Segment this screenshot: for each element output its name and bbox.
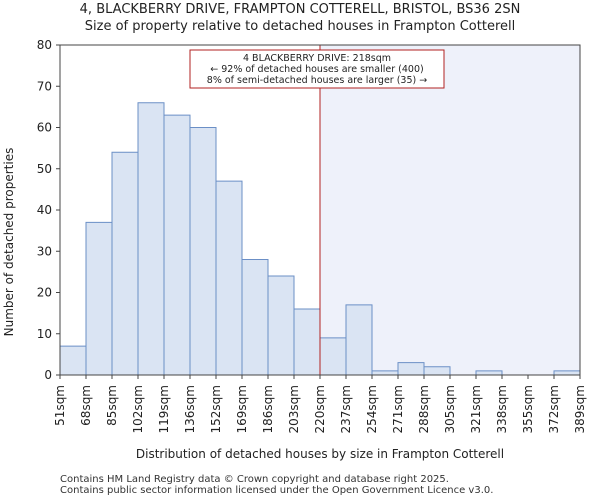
x-tick-label-169sqm: 169sqm <box>235 385 249 433</box>
bar-136sqm <box>189 127 217 376</box>
x-tick-label-68sqm: 68sqm <box>79 385 93 426</box>
x-tick-label-203sqm: 203sqm <box>287 385 301 433</box>
x-tick-label-136sqm: 136sqm <box>183 385 197 433</box>
bar-321sqm <box>475 370 503 376</box>
annotation-line-3: 8% of semi-detached houses are larger (3… <box>207 75 427 86</box>
x-axis-label: Distribution of detached houses by size … <box>136 447 504 461</box>
x-tick-label-338sqm: 338sqm <box>495 385 509 433</box>
bar-169sqm <box>241 259 269 376</box>
annotation-line-1: 4 BLACKBERRY DRIVE: 218sqm <box>243 53 391 64</box>
x-tick-label-237sqm: 237sqm <box>339 385 353 433</box>
y-tick-labels: 0 10 20 30 40 50 60 70 80 <box>37 38 60 382</box>
bars-group <box>59 102 581 376</box>
chart-title: 4, BLACKBERRY DRIVE, FRAMPTON COTTERELL,… <box>79 2 521 17</box>
y-tick-label-20: 20 <box>37 286 52 300</box>
y-tick-label-70: 70 <box>37 79 52 93</box>
x-tick-label-119sqm: 119sqm <box>157 385 171 433</box>
x-tick-label-220sqm: 220sqm <box>313 385 327 433</box>
x-tick-label-372sqm: 372sqm <box>547 385 561 433</box>
bar-271sqm <box>397 362 425 376</box>
bar-51sqm <box>59 345 87 376</box>
bar-186sqm <box>267 275 295 376</box>
x-tick-label-321sqm: 321sqm <box>469 385 483 433</box>
y-axis-label: Number of detached properties <box>2 148 16 337</box>
bar-102sqm <box>137 102 165 376</box>
x-tick-label-305sqm: 305sqm <box>443 385 457 433</box>
bar-237sqm <box>345 304 373 376</box>
x-tick-label-186sqm: 186sqm <box>261 385 275 433</box>
bar-152sqm <box>215 180 243 376</box>
y-tick-label-60: 60 <box>37 121 52 135</box>
bar-220sqm <box>319 337 347 376</box>
annotation-line-2: ← 92% of detached houses are smaller (40… <box>210 64 423 75</box>
chart-subtitle: Size of property relative to detached ho… <box>84 19 516 34</box>
bar-68sqm <box>85 221 113 376</box>
x-tick-labels: 51sqm 68sqm 85sqm 102sqm 119sqm 136sqm 152sqm 1… <box>53 375 587 433</box>
y-tick-label-50: 50 <box>37 162 52 176</box>
y-tick-label-10: 10 <box>37 327 52 341</box>
footer-copyright: Contains HM Land Registry data © Crown c… <box>60 474 449 485</box>
x-tick-label-85sqm: 85sqm <box>105 385 119 426</box>
y-tick-label-30: 30 <box>37 244 52 258</box>
bar-119sqm <box>163 114 191 376</box>
x-tick-label-355sqm: 355sqm <box>521 385 535 433</box>
bar-372sqm <box>553 370 581 376</box>
y-tick-label-80: 80 <box>37 38 52 52</box>
x-tick-label-389sqm: 389sqm <box>573 385 587 433</box>
bar-203sqm <box>293 308 321 376</box>
footer-licence: Contains public sector information licen… <box>60 485 494 496</box>
x-tick-label-152sqm: 152sqm <box>209 385 223 433</box>
y-tick-label-0: 0 <box>44 368 52 382</box>
bar-254sqm <box>371 370 399 376</box>
x-tick-label-102sqm: 102sqm <box>131 385 145 433</box>
x-tick-label-271sqm: 271sqm <box>391 385 405 433</box>
x-tick-label-51sqm: 51sqm <box>53 385 67 426</box>
y-tick-label-40: 40 <box>37 203 52 217</box>
bar-85sqm <box>111 151 139 376</box>
bar-288sqm <box>423 366 451 376</box>
x-tick-label-288sqm: 288sqm <box>417 385 431 433</box>
annotation-box: 4 BLACKBERRY DRIVE: 218sqm ← 92% of deta… <box>189 49 445 89</box>
x-tick-label-254sqm: 254sqm <box>365 385 379 433</box>
